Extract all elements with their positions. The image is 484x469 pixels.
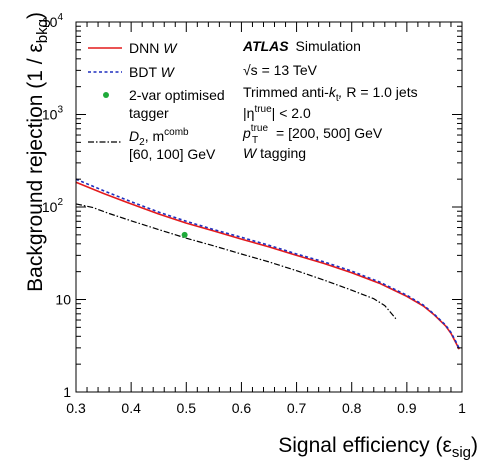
tick-labels-layer: 0.3 0.4 0.5 0.6 0.7 0.8 0.9 1 1 10 102 103 104 bbox=[42, 12, 466, 416]
point-marker-0 bbox=[181, 231, 188, 238]
legend-marker-2var bbox=[103, 92, 109, 98]
series-line-1 bbox=[75, 178, 460, 349]
legend-label-2var-line2: tagger bbox=[129, 105, 169, 121]
y-axis-title: Background rejection (1 / εbkg) bbox=[24, 12, 51, 292]
x-tick-label: 0.3 bbox=[66, 400, 86, 416]
x-tick-label: 0.8 bbox=[342, 400, 362, 416]
legend: DNN W BDT W 2-var optimised tagger D2, m… bbox=[88, 40, 225, 162]
y-tick-label: 1 bbox=[63, 384, 71, 400]
ticks-layer bbox=[75, 21, 463, 393]
atlas-label: ATLAS Simulation bbox=[242, 38, 361, 54]
tagging-label: W tagging bbox=[243, 145, 306, 161]
y-tick-label: 10 bbox=[55, 292, 71, 308]
curves-layer bbox=[75, 178, 460, 350]
x-tick-label: 1 bbox=[458, 400, 466, 416]
energy-label: √s = 13 TeV bbox=[243, 62, 318, 78]
x-axis-title: Signal efficiency (εsig) bbox=[278, 434, 478, 461]
y-tick-label: 104 bbox=[42, 12, 64, 30]
x-tick-label: 0.4 bbox=[121, 400, 141, 416]
series-line-0 bbox=[75, 181, 460, 350]
legend-label-d2: D2, mcomb bbox=[129, 127, 189, 148]
info-box: ATLAS Simulation √s = 13 TeV Trimmed ant… bbox=[242, 38, 418, 161]
pt-label: ptrue T = [200, 500] GeV bbox=[242, 123, 383, 146]
eta-label: |ηtrue| < 2.0 bbox=[243, 104, 311, 121]
x-tick-label: 0.5 bbox=[177, 400, 197, 416]
jets-label: Trimmed anti-kt, R = 1.0 jets bbox=[243, 84, 418, 104]
legend-label-2var-line1: 2-var optimised bbox=[129, 87, 225, 103]
x-tick-label: 0.9 bbox=[397, 400, 417, 416]
series-line-2 bbox=[75, 203, 397, 320]
legend-label-d2-range: [60, 100] GeV bbox=[129, 146, 216, 162]
x-tick-label: 0.6 bbox=[232, 400, 252, 416]
legend-label-bdt: BDT W bbox=[129, 64, 176, 80]
y-tick-label: 103 bbox=[42, 105, 64, 123]
legend-label-dnn: DNN W bbox=[129, 40, 178, 56]
x-tick-label: 0.7 bbox=[287, 400, 307, 416]
y-tick-label: 102 bbox=[42, 197, 64, 215]
